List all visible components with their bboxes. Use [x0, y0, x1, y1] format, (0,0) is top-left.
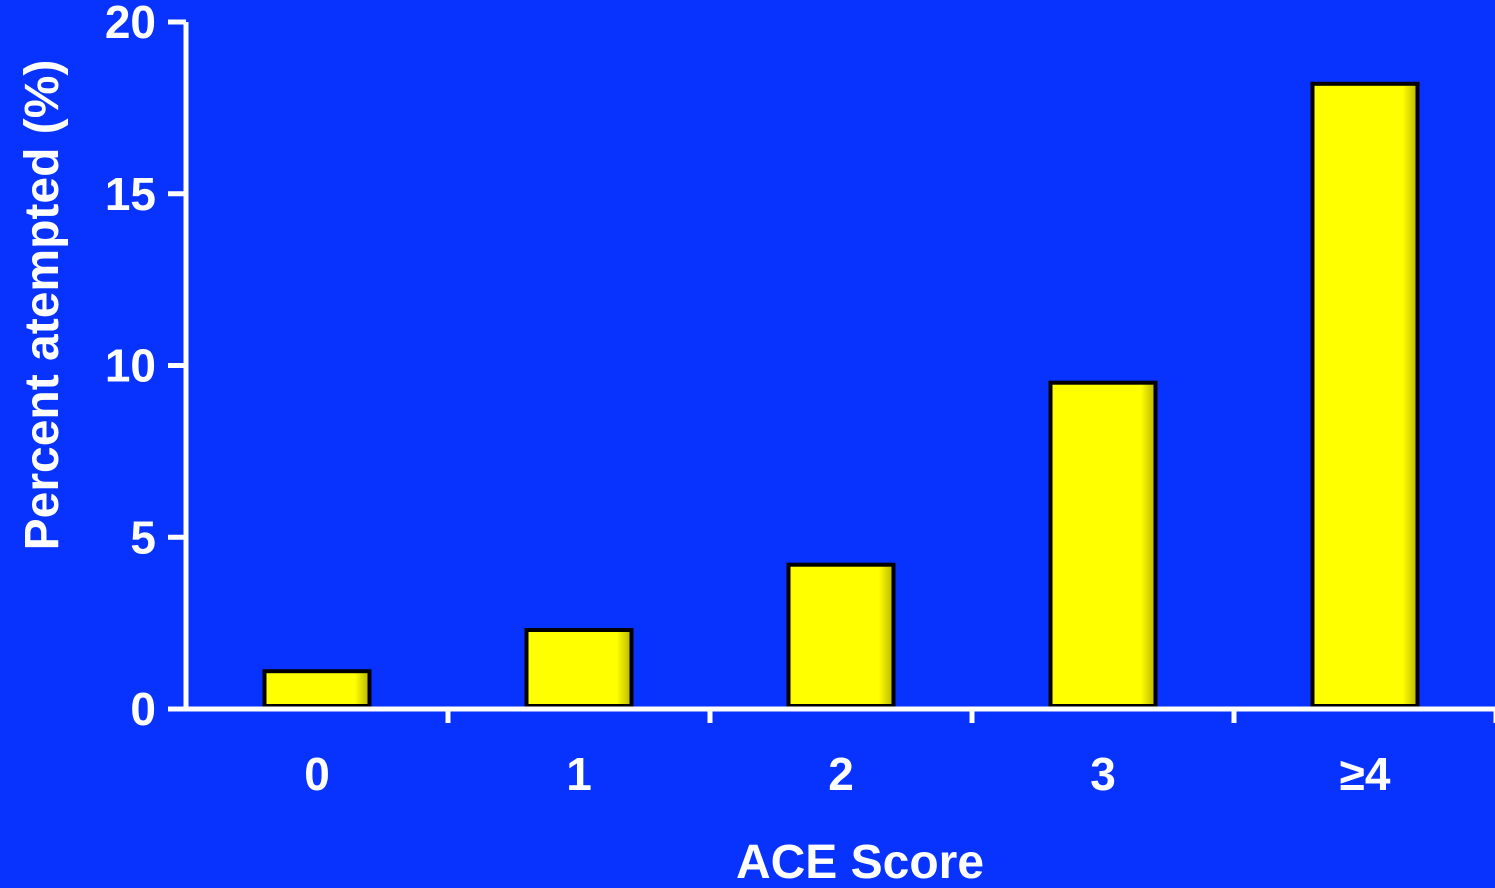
y-tick-label-3: 15: [105, 168, 156, 220]
y-tick-label-0: 0: [130, 683, 156, 735]
bars-group: [262, 81, 1420, 709]
bar-4: [1310, 81, 1420, 709]
bar-1: [524, 628, 634, 708]
y-tick-label-2: 10: [105, 340, 156, 392]
x-tick-label-4: ≥4: [1340, 748, 1391, 800]
bar-0: [262, 669, 372, 709]
y-tick-label-4: 20: [105, 0, 156, 48]
y-axis-title: Percent atempted (%): [16, 60, 69, 551]
x-axis-title: ACE Score: [736, 836, 984, 888]
x-tick-label-1: 1: [566, 748, 592, 800]
x-ticks-group: 0 1 2 3 ≥4: [304, 709, 1495, 800]
bar-3: [1048, 380, 1158, 708]
y-ticks-group: 0 5 10 15 20: [105, 0, 186, 735]
x-tick-label-2: 2: [828, 748, 854, 800]
bar-2: [786, 562, 896, 709]
x-tick-label-3: 3: [1090, 748, 1116, 800]
x-tick-label-0: 0: [304, 748, 330, 800]
y-tick-label-1: 5: [130, 511, 156, 563]
